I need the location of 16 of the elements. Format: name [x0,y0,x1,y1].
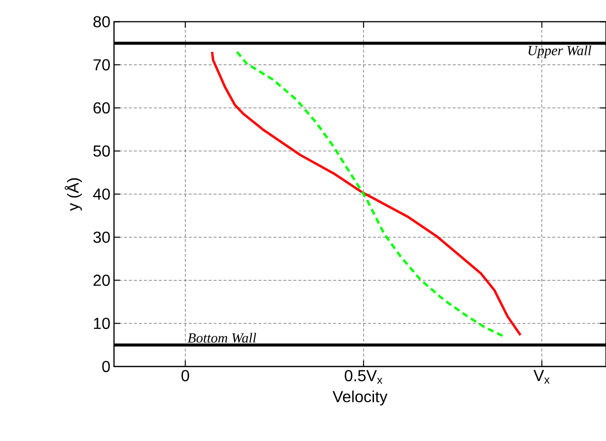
y-axis-title: y (Å) [64,178,82,211]
x-tick-label: 0.5V$_{x}$ [344,370,382,384]
ref-line-label: Upper Wall [528,45,592,58]
x-tick-label: 0 [182,370,190,382]
y-tick-label: 10 [94,318,110,330]
y-tick-label: 80 [93,16,110,28]
y-tick-label: 30 [93,232,110,243]
y-tick-label: 50 [93,145,110,157]
y-tick-label: 0 [102,360,110,372]
x-tick-label: V$_{x}$ [534,370,550,384]
y-tick-label: 20 [94,274,110,286]
y-tick-label: 40 [93,188,110,200]
ref-line-label: Bottom Wall [188,332,256,343]
x-axis-title: Velocity [332,390,388,406]
y-tick-label: 70 [94,59,110,70]
y-tick-label: 60 [94,102,110,114]
